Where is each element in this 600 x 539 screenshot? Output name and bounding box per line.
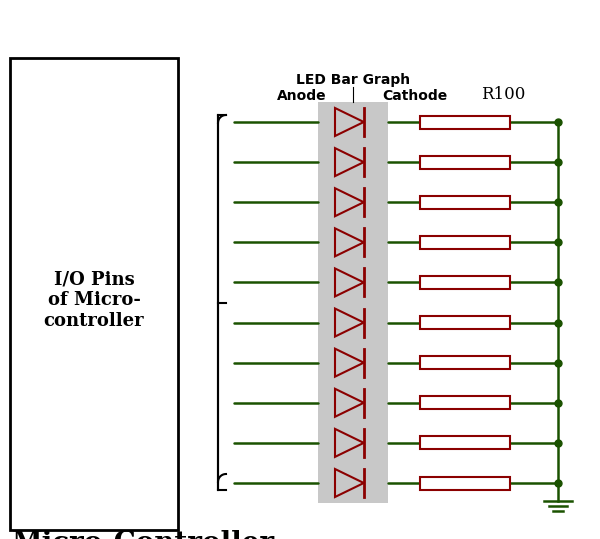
Bar <box>420 115 510 128</box>
Bar <box>420 396 510 409</box>
Text: Micro-Controller: Micro-Controller <box>12 530 275 539</box>
Bar <box>420 437 510 450</box>
Bar <box>420 356 510 369</box>
Text: Anode: Anode <box>277 89 327 103</box>
Text: R100: R100 <box>481 86 525 103</box>
Bar <box>10 58 178 530</box>
Bar <box>420 196 510 209</box>
Text: Cathode: Cathode <box>382 89 448 103</box>
Bar <box>318 102 388 503</box>
Bar <box>420 476 510 489</box>
Text: I/O Pins
of Micro-
controller: I/O Pins of Micro- controller <box>44 270 145 330</box>
Bar <box>420 316 510 329</box>
Bar <box>420 236 510 249</box>
Bar <box>420 276 510 289</box>
Text: LED Bar Graph: LED Bar Graph <box>296 73 410 87</box>
Bar <box>420 156 510 169</box>
